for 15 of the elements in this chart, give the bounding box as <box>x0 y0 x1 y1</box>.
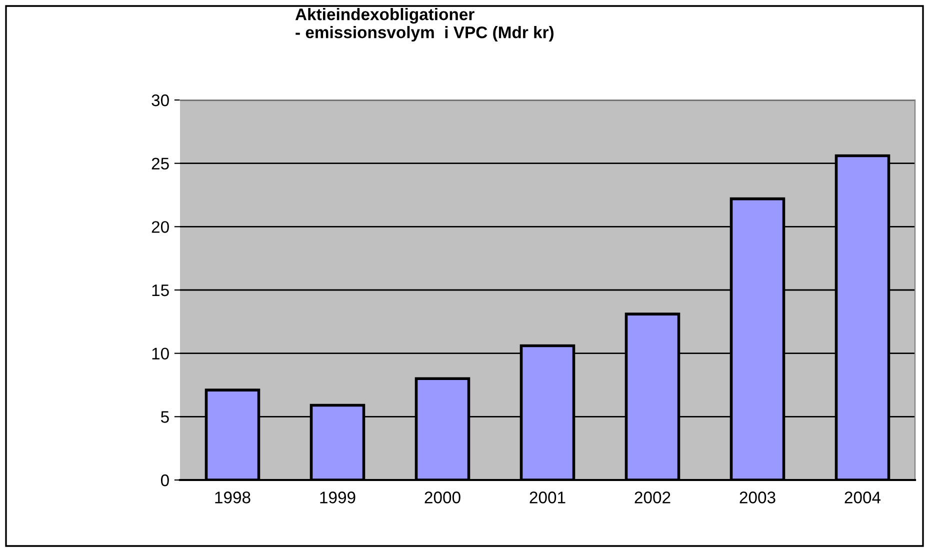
x-tick-label: 1999 <box>320 492 356 504</box>
y-tick-label: 20 <box>152 221 169 233</box>
y-tick-label: 10 <box>152 348 169 360</box>
x-tick-label: 2002 <box>634 492 670 504</box>
y-tick-label: 0 <box>160 474 169 486</box>
y-tick-label: 30 <box>152 94 169 106</box>
y-tick-label: 15 <box>152 284 169 296</box>
x-tick-label: 1998 <box>215 492 250 504</box>
x-tick-label: 2000 <box>424 492 460 504</box>
chart-title: Aktieindexobligationer - emissionsvolym i VPC (Mdr kr) <box>295 8 554 42</box>
x-tick-label: 2004 <box>844 492 881 504</box>
x-tick-label: 2001 <box>530 492 566 504</box>
y-tick-label: 5 <box>160 411 169 423</box>
x-tick-label: 2003 <box>740 492 776 504</box>
y-tick-label: 25 <box>152 158 169 170</box>
